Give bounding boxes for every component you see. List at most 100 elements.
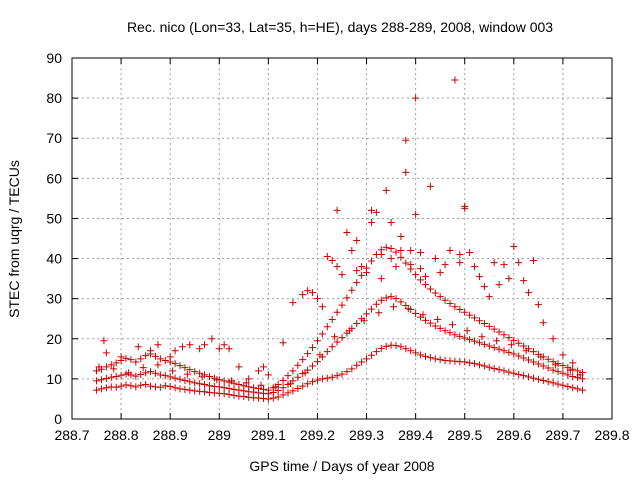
data-point [402,259,410,267]
data-point [382,342,390,350]
data-point [566,366,574,374]
data-point [102,374,110,382]
data-point [151,369,159,377]
data-point [534,375,542,383]
data-point [407,261,415,269]
data-point [309,362,317,370]
data-point [417,276,425,284]
data-point [304,380,312,388]
data-point [301,369,309,377]
data-point [579,375,587,383]
data-point [377,296,385,304]
data-point [515,339,523,347]
data-point [259,385,267,393]
data-point [529,257,537,265]
data-point [102,363,110,371]
data-point [397,343,405,351]
data-point [495,345,503,353]
data-point [156,355,164,363]
data-point [500,331,508,339]
data-point [242,379,250,387]
data-point [382,186,390,194]
data-point [375,309,383,317]
data-point [417,351,425,359]
data-point [421,273,429,281]
data-point [299,382,307,390]
data-point [286,380,294,388]
data-point [304,350,312,358]
data-point [490,259,498,267]
data-point [475,317,483,325]
data-point [463,327,471,335]
data-point [372,348,380,356]
data-point [255,367,263,375]
data-point [205,382,213,390]
x-axis-title: GPS time / Days of year 2008 [249,458,434,474]
x-tick-label: 289.2 [300,427,335,443]
data-point [372,208,380,216]
data-point [112,383,120,391]
data-point [147,382,155,390]
x-tick-label: 289.7 [545,427,580,443]
data-point [539,362,547,370]
data-point [186,366,194,374]
data-point [471,263,479,271]
data-point [419,311,427,319]
data-point [466,311,474,319]
data-point [316,351,324,359]
data-point [95,363,103,371]
data-point [520,277,528,285]
data-point [299,356,307,364]
data-point [559,369,567,377]
data-point [313,337,321,345]
x-tick-label: 289.3 [349,427,384,443]
data-point [475,273,483,281]
data-point [461,308,469,316]
data-point [353,279,361,287]
data-point [358,263,366,271]
data-point [539,319,547,327]
data-point [274,393,282,401]
data-point [480,340,488,348]
data-point [574,385,582,393]
data-point [421,352,429,360]
data-point [117,353,125,361]
data-point [495,366,503,374]
data-point [456,305,464,313]
y-tick-label: 50 [46,210,62,226]
data-point [446,247,454,255]
data-point [431,289,439,297]
data-point [328,373,336,381]
data-point [569,359,577,367]
data-point [279,339,287,347]
data-point [529,374,537,382]
data-point [382,294,390,302]
data-point [196,380,204,388]
data-point [441,296,449,304]
data-point [323,374,331,382]
data-point [490,364,498,372]
data-point [478,333,486,341]
data-point [387,293,395,301]
data-point [471,337,479,345]
y-tick-label: 20 [46,331,62,347]
data-point [328,343,336,351]
data-point [397,232,405,240]
data-point [471,314,479,322]
data-point [451,331,459,339]
data-point [289,387,297,395]
data-point [392,342,400,350]
data-point [284,372,292,380]
data-point [198,373,206,381]
data-point [97,376,105,384]
data-point [426,285,434,293]
data-point [156,371,164,379]
data-point [490,344,498,352]
data-point [387,245,395,253]
data-point [466,336,474,344]
data-point [507,341,515,349]
plot-frame [71,57,613,420]
data-point [421,281,429,289]
data-point [360,317,368,325]
